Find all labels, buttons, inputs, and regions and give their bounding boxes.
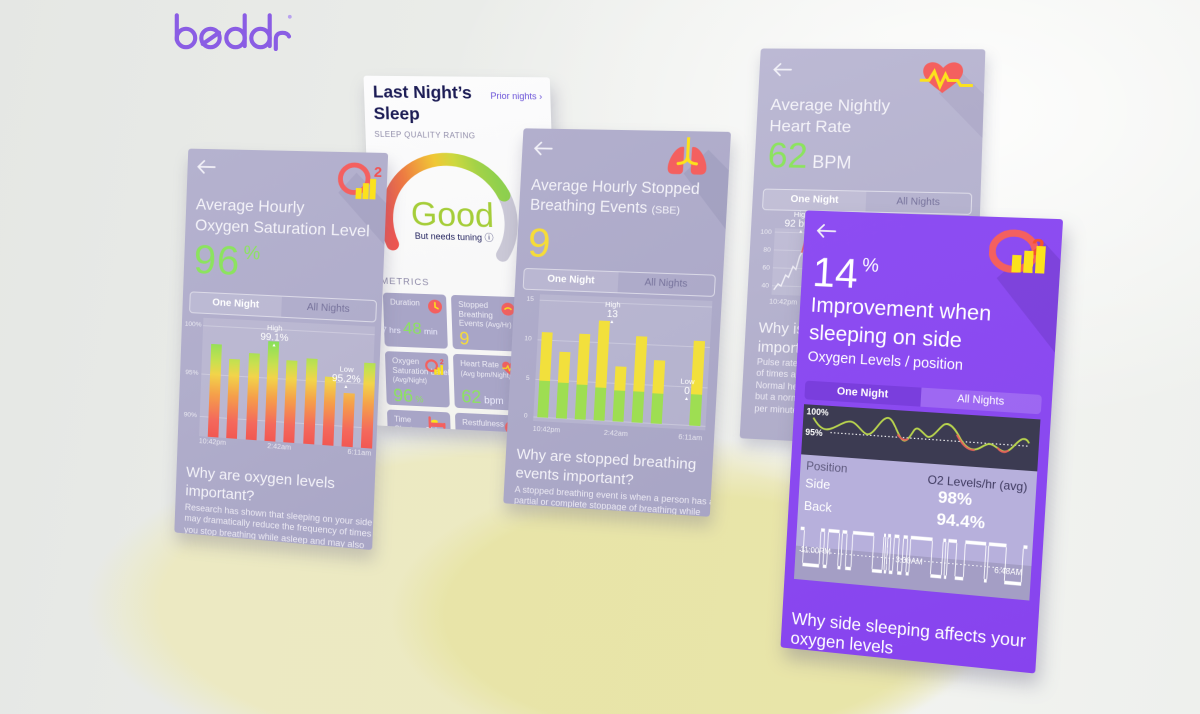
svg-text:2: 2 bbox=[374, 164, 383, 180]
svg-text:2: 2 bbox=[440, 359, 444, 366]
svg-text:2: 2 bbox=[1031, 235, 1046, 261]
